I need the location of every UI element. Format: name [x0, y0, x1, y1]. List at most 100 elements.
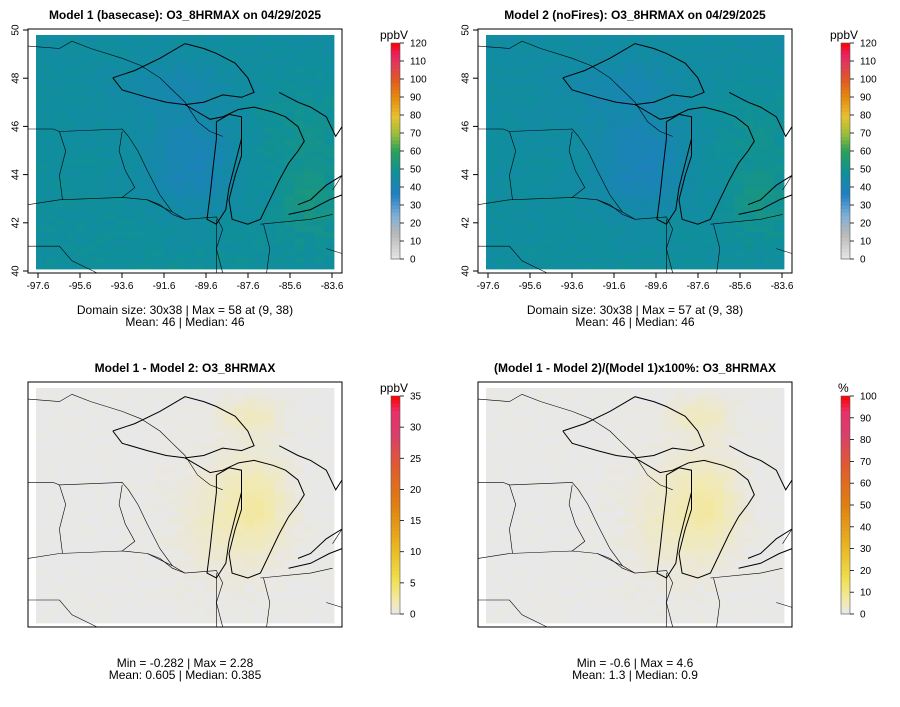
grid-cell: [575, 225, 586, 233]
grid-cell: [204, 406, 216, 414]
grid-cell: [175, 71, 186, 79]
grid-cell: [585, 195, 596, 202]
grid-cell: [555, 412, 566, 420]
grid-cell: [36, 400, 47, 407]
grid-cell: [674, 96, 686, 104]
grid-cell: [105, 573, 116, 581]
grid-cell: [185, 121, 196, 128]
grid-cell: [595, 244, 606, 251]
grid-cell: [515, 84, 527, 91]
grid-cell: [625, 158, 636, 165]
grid-cell: [754, 65, 765, 73]
grid-cell: [635, 524, 646, 531]
panel-2-stats-line2: Mean: 46 | Median: 46: [575, 315, 695, 329]
grid-cell: [314, 102, 325, 110]
grid-cell: [625, 449, 636, 457]
grid-cell: [165, 145, 176, 153]
grid-cell: [294, 164, 305, 171]
grid-cell: [684, 176, 695, 184]
grid-cell: [274, 418, 285, 426]
grid-cell: [234, 121, 245, 128]
grid-cell: [135, 133, 146, 141]
grid-cell: [95, 585, 106, 593]
colorbar-segment: [841, 86, 850, 91]
grid-cell: [55, 456, 67, 463]
grid-cell: [625, 78, 636, 85]
grid-cell: [575, 71, 586, 79]
colorbar-tick-label: 110: [410, 57, 426, 68]
grid-cell: [105, 536, 116, 543]
grid-cell: [36, 35, 47, 42]
grid-cell: [555, 256, 566, 264]
grid-cell: [204, 468, 216, 475]
grid-cell: [294, 468, 305, 475]
grid-cell: [515, 71, 527, 79]
grid-cell: [595, 585, 606, 593]
grid-cell: [505, 567, 517, 574]
grid-cell: [314, 388, 325, 395]
grid-cell: [605, 35, 616, 42]
grid-cell: [224, 108, 236, 116]
panel-2-chart: -97.6 -95.6 -93.6 -91.6 -89.6 -87.6 -85.6 -83.6…: [461, 24, 794, 292]
grid-cell: [744, 449, 755, 457]
grid-cell: [764, 170, 775, 178]
grid-cell: [65, 406, 77, 414]
grid-cell: [664, 127, 676, 134]
grid-cell: [65, 59, 77, 67]
grid-cell: [694, 486, 705, 494]
grid-cell: [125, 201, 136, 208]
grid-cell: [734, 406, 745, 414]
grid-cell: [194, 84, 206, 91]
grid-cell: [254, 493, 265, 500]
grid-cell: [525, 554, 537, 562]
grid-cell: [274, 443, 285, 451]
grid-cell: [145, 145, 156, 153]
grid-cell: [234, 598, 245, 605]
grid-cell: [244, 84, 255, 91]
state-boundary: [326, 602, 343, 608]
grid-cell: [36, 127, 47, 134]
grid-cell: [185, 604, 196, 612]
grid-cell: [545, 524, 556, 531]
grid-cell: [105, 195, 116, 202]
grid-cell: [625, 486, 636, 494]
grid-cell: [654, 474, 666, 482]
grid-cell: [495, 65, 507, 73]
grid-cell: [115, 145, 126, 153]
grid-cell: [55, 400, 67, 407]
grid-cell: [194, 548, 206, 556]
grid-cell: [234, 232, 245, 239]
grid-cell: [595, 225, 606, 233]
grid-cell: [284, 133, 295, 141]
grid-cell: [185, 47, 196, 54]
grid-cell: [754, 431, 765, 438]
grid-cell: [324, 474, 335, 482]
colorbar-tick-label: 60: [860, 147, 872, 158]
grid-cell: [135, 108, 146, 116]
grid-cell: [65, 65, 77, 73]
grid-cell: [224, 244, 236, 251]
grid-cell: [654, 406, 666, 414]
grid-cell: [165, 78, 176, 85]
grid-cell: [304, 567, 315, 574]
grid-cell: [254, 164, 265, 171]
grid-cell: [535, 462, 546, 469]
colorbar-tick-label: 10: [860, 237, 872, 248]
grid-cell: [194, 456, 206, 463]
grid-cell: [505, 530, 517, 537]
grid-cell: [36, 536, 47, 543]
grid-cell: [486, 561, 497, 568]
grid-cell: [535, 394, 546, 401]
state-boundary: [172, 89, 223, 137]
grid-cell: [575, 554, 586, 562]
grid-cell: [495, 115, 507, 122]
grid-cell: [175, 84, 186, 91]
panel-4-field: [486, 388, 785, 624]
grid-cell: [605, 188, 616, 196]
state-boundary: [597, 553, 674, 628]
grid-cell: [774, 115, 785, 122]
grid-cell: [615, 431, 626, 438]
grid-cell: [704, 616, 715, 624]
grid-cell: [45, 561, 57, 568]
grid-cell: [674, 511, 686, 519]
